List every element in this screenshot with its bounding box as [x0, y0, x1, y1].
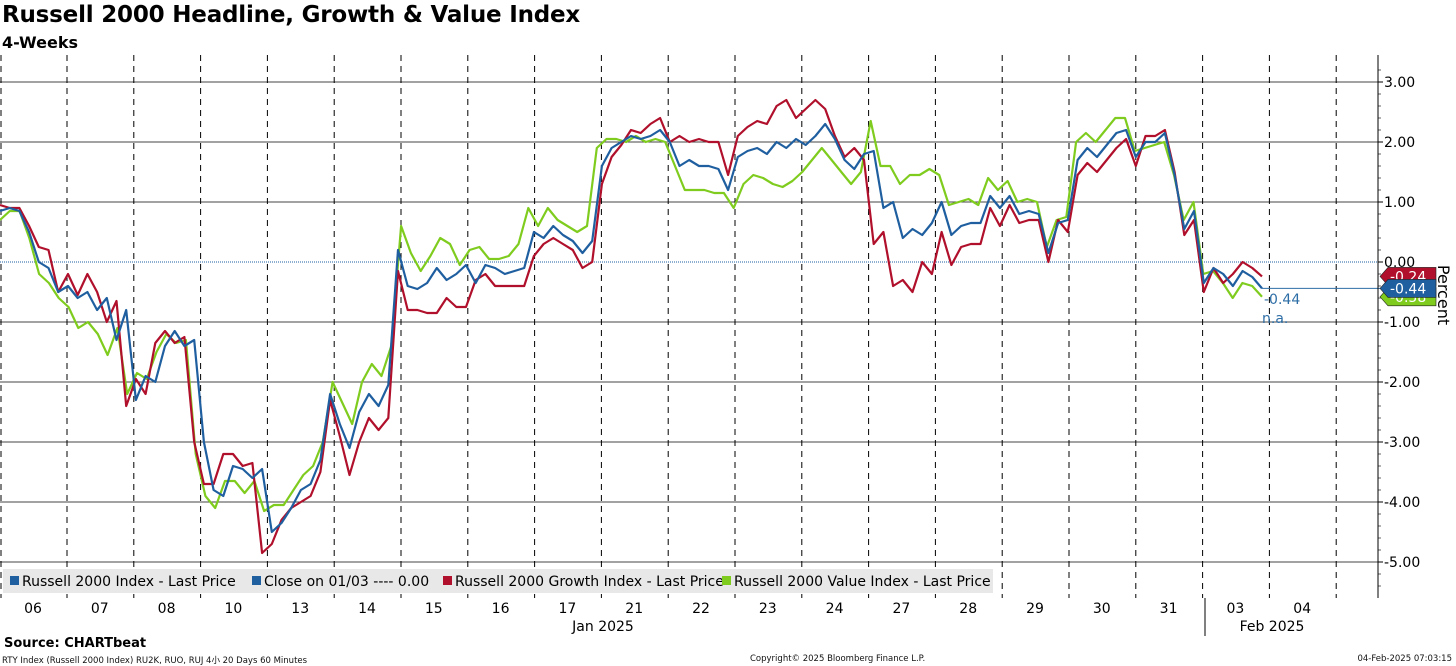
y-tick-label: -4.00	[1384, 495, 1420, 511]
x-tick-label: 04	[1293, 601, 1311, 617]
x-tick-label: 21	[625, 601, 643, 617]
annotation-value: -0.44	[1264, 292, 1300, 308]
legend: Russell 2000 Index - Last Price Close on …	[3, 569, 993, 593]
footer-timestamp: 04-Feb-2025 07:03:15	[1357, 654, 1452, 664]
x-tick-label: 27	[892, 601, 910, 617]
series-group: -0.44 n.a.	[0, 98, 1380, 555]
chart-subtitle: 4-Weeks	[2, 33, 78, 52]
x-tick-label: 24	[826, 601, 844, 617]
x-tick-label: 13	[291, 601, 309, 617]
value-tag-label: -0.44	[1390, 281, 1426, 297]
grid-lines	[0, 81, 1378, 563]
x-tick-label: 14	[358, 601, 376, 617]
source-label: Source: CHARTbeat	[4, 636, 147, 651]
x-tick-label: 15	[425, 601, 443, 617]
y-axis: 3.00 2.00 1.00 0.00 -1.00 -2.00 -3.00 -4.00 -5.0…	[1377, 55, 1453, 598]
x-tick-label: 31	[1160, 601, 1178, 617]
day-separators	[0, 55, 1337, 598]
annotation-status: n.a.	[1262, 311, 1288, 327]
x-tick-label: 17	[558, 601, 576, 617]
x-tick-label: 10	[224, 601, 242, 617]
y-tick-label: 3.00	[1384, 75, 1415, 91]
x-tick-label: 28	[959, 601, 977, 617]
x-month-label: Feb 2025	[1240, 619, 1305, 635]
x-axis: 06 07 08 10 13 14 15 16 17 21 22 23 24 27 28 29 30 31 03 04…	[24, 598, 1311, 636]
value-tag-box	[1379, 279, 1437, 298]
series-line	[0, 98, 1263, 555]
footer-left: RTY Index (Russell 2000 Index) RU2K, RUO…	[2, 656, 308, 666]
chart-title: Russell 2000 Headline, Growth & Value In…	[2, 2, 581, 28]
footer-copyright: Copyright© 2025 Bloomberg Finance L.P.	[750, 654, 926, 664]
series-line	[0, 116, 1263, 513]
x-tick-label: 29	[1026, 601, 1044, 617]
value-tag: -0.44	[1379, 279, 1437, 298]
last-value-tags: -0.58-0.24-0.44	[1379, 267, 1437, 307]
y-tick-label: 0.00	[1384, 255, 1415, 271]
x-tick-label: 16	[492, 601, 510, 617]
legend-box	[3, 569, 993, 593]
x-tick-label: 23	[759, 601, 777, 617]
x-tick-label: 22	[692, 601, 710, 617]
legend-label: Close on 01/03 ---- 0.00	[264, 574, 429, 590]
y-tick-label: -1.00	[1384, 315, 1420, 331]
x-month-label: Jan 2025	[571, 619, 634, 635]
legend-swatch	[443, 576, 452, 585]
y-tick-label: 1.00	[1384, 195, 1415, 211]
y-tick-label: -3.00	[1384, 435, 1420, 451]
y-axis-title: Percent	[1434, 265, 1453, 325]
legend-label: Russell 2000 Growth Index - Last Price	[455, 574, 724, 590]
x-tick-label: 07	[91, 601, 109, 617]
legend-label: Russell 2000 Value Index - Last Price	[734, 574, 991, 590]
series-line	[0, 122, 1263, 534]
legend-swatch	[722, 576, 731, 585]
legend-label: Russell 2000 Index - Last Price	[22, 574, 236, 590]
x-tick-label: 06	[24, 601, 42, 617]
x-tick-label: 03	[1226, 601, 1244, 617]
legend-swatch	[252, 576, 261, 585]
legend-swatch	[10, 576, 19, 585]
y-tick-label: -5.00	[1384, 555, 1420, 571]
y-tick-label: 2.00	[1384, 135, 1415, 151]
x-tick-label: 30	[1093, 601, 1111, 617]
x-tick-label: 08	[158, 601, 176, 617]
y-tick-label: -2.00	[1384, 375, 1420, 391]
